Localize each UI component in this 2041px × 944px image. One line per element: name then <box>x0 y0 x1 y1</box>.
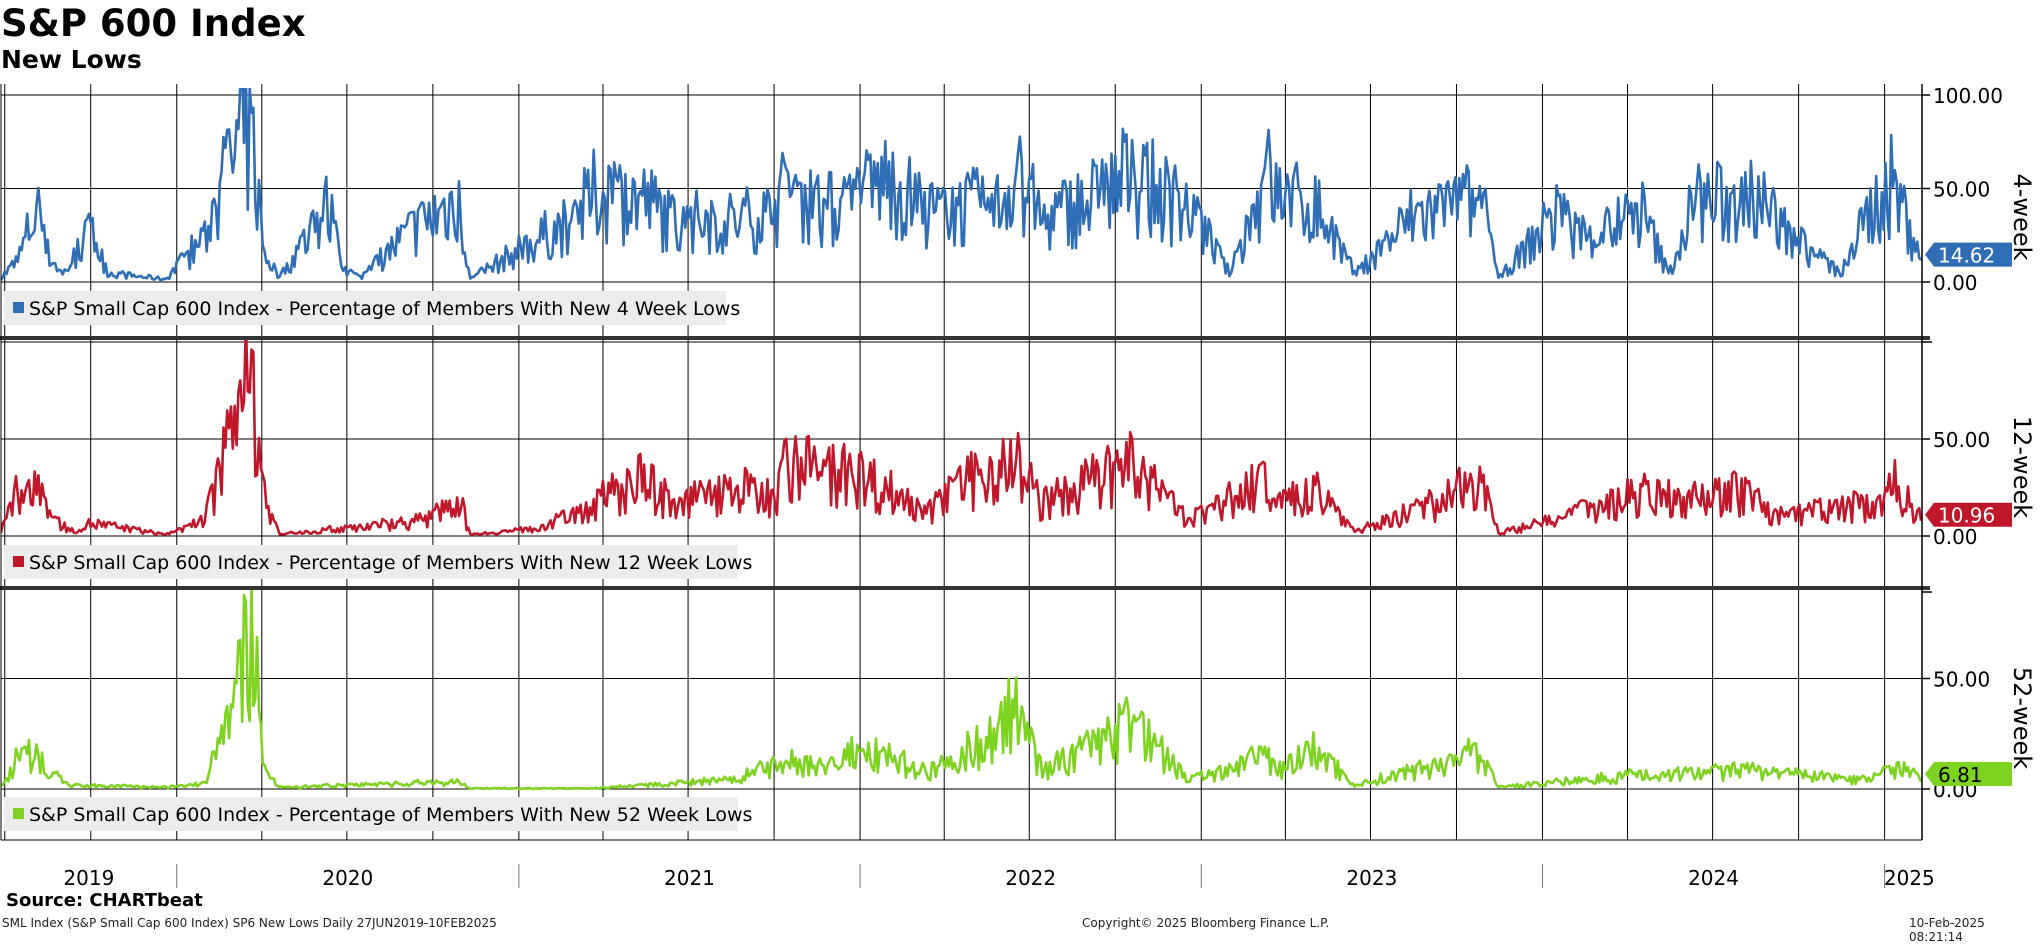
last-value-label: 6.81 <box>1938 763 1983 787</box>
series-line <box>1 321 1921 535</box>
footer-timestamp: 10-Feb-2025 08:21:14 <box>1909 916 2041 944</box>
last-value-label: 14.62 <box>1938 244 1995 268</box>
series-line <box>1 585 1921 790</box>
series-line <box>1 65 1921 280</box>
y-tick-label: 50.00 <box>1933 668 1990 692</box>
legend-swatch <box>13 808 24 819</box>
legend-label: S&P Small Cap 600 Index - Percentage of … <box>29 298 740 320</box>
panel-label: 4-week <box>2008 174 2036 261</box>
x-tick-label: 2024 <box>1688 866 1739 890</box>
x-tick-label: 2021 <box>664 866 715 890</box>
y-tick-label: 0.00 <box>1933 525 1978 549</box>
y-tick-label: 0.00 <box>1933 271 1978 295</box>
panel-label: 12-week <box>2008 416 2036 518</box>
panel-separator <box>0 586 1930 590</box>
y-tick-label: 100.00 <box>1933 84 2003 108</box>
legend-swatch <box>13 556 24 567</box>
last-value-label: 10.96 <box>1938 504 1995 528</box>
footer-copyright: Copyright© 2025 Bloomberg Finance L.P. <box>1082 916 1329 930</box>
y-tick-label: 50.00 <box>1933 428 1990 452</box>
x-tick-label: 2020 <box>322 866 373 890</box>
x-tick-label: 2022 <box>1005 866 1056 890</box>
x-tick-label: 2023 <box>1346 866 1397 890</box>
y-tick-label: 50.00 <box>1933 178 1990 202</box>
x-tick-label: 2019 <box>63 866 114 890</box>
footer-series-info: SML Index (S&P Small Cap 600 Index) SP6 … <box>2 916 497 930</box>
legend-label: S&P Small Cap 600 Index - Percentage of … <box>29 552 752 574</box>
legend-label: S&P Small Cap 600 Index - Percentage of … <box>29 804 752 826</box>
legend-swatch <box>13 302 24 313</box>
x-tick-label: 2025 <box>1884 866 1935 890</box>
source-note: Source: CHARTbeat <box>6 890 203 911</box>
panel-label: 52-week <box>2008 667 2036 769</box>
panel-separator <box>0 336 1930 340</box>
